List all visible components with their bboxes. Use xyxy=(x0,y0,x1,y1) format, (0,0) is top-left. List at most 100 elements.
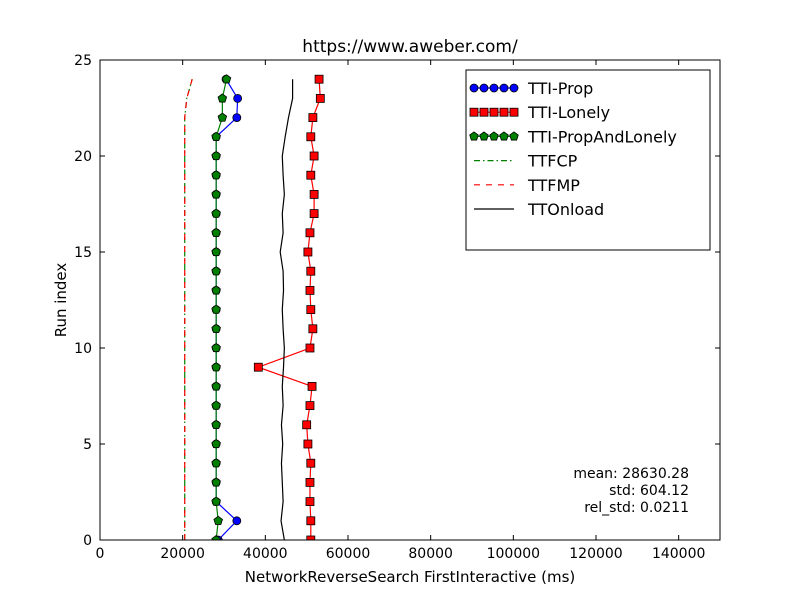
legend-marker xyxy=(499,83,509,93)
legend-marker xyxy=(489,83,499,93)
legend: TTI-Prop TTI-Lonely TTI-PropAndLonely TTFCP… xyxy=(465,69,711,251)
x-tick-label: 120000 xyxy=(569,546,622,562)
data-point-tti-propandlonely-7 xyxy=(211,400,221,410)
data-point-tti-propandlonely-20 xyxy=(211,151,221,161)
x-axis-label: NetworkReverseSearch FirstInteractive (m… xyxy=(245,568,576,586)
data-point-tti-lonely-0 xyxy=(306,535,316,540)
series-layer xyxy=(184,74,325,540)
data-point-tti-lonely-2 xyxy=(305,497,315,507)
legend-label: TTI-PropAndLonely xyxy=(527,127,677,146)
data-point-tti-propandlonely-14 xyxy=(211,266,221,276)
legend-marker xyxy=(469,131,479,141)
stats-line: std: 604.12 xyxy=(609,483,689,499)
legend-marker xyxy=(469,107,479,117)
data-point-tti-lonely-13 xyxy=(305,285,315,295)
data-point-tti-propandlonely-10 xyxy=(211,343,221,353)
legend-marker xyxy=(489,131,499,141)
data-point-tti-propandlonely-13 xyxy=(211,285,221,295)
data-point-tti-propandlonely-22 xyxy=(217,112,228,122)
data-point-tti-lonely-1 xyxy=(306,516,316,526)
legend-entry-tti-prop: TTI-Prop xyxy=(469,79,593,98)
legend-marker xyxy=(499,107,509,117)
data-point-tti-propandlonely-19 xyxy=(211,170,221,180)
data-point-tti-propandlonely-9 xyxy=(211,362,221,372)
legend-marker xyxy=(499,131,509,141)
data-point-tti-propandlonely-12 xyxy=(211,304,221,314)
series-tti-propandlonely xyxy=(211,74,232,540)
y-tick-label: 25 xyxy=(74,53,92,69)
data-point-tti-lonely-20 xyxy=(309,151,319,161)
axis-ticks: 0 20000 40000 60000 80000 100000 120000 140000 0… xyxy=(74,53,720,562)
data-point-tti-lonely-19 xyxy=(306,170,316,180)
series-ttfmp xyxy=(184,79,193,540)
data-point-tti-lonely-7 xyxy=(305,401,315,411)
data-point-tti-lonely-24 xyxy=(314,74,324,84)
x-tick-label: 40000 xyxy=(243,546,288,562)
x-tick-label: 20000 xyxy=(160,546,205,562)
data-point-tti-lonely-8 xyxy=(307,381,317,391)
data-point-tti-lonely-22 xyxy=(308,113,318,122)
y-tick-label: 20 xyxy=(74,149,92,165)
data-point-tti-propandlonely-21 xyxy=(211,131,221,141)
x-tick-label: 140000 xyxy=(652,546,705,562)
legend-marker xyxy=(509,83,519,93)
legend-entry-ttfcp: TTFCP xyxy=(474,152,578,171)
y-tick-label: 10 xyxy=(74,341,92,357)
data-point-tti-propandlonely-23 xyxy=(217,93,228,103)
data-point-tti-lonely-15 xyxy=(303,247,313,257)
data-point-tti-propandlonely-1 xyxy=(213,515,223,525)
y-axis-label: Run index xyxy=(52,263,70,338)
plot-frame xyxy=(99,59,721,541)
legend-label: TTFCP xyxy=(527,152,578,171)
x-tick-label: 60000 xyxy=(326,546,371,562)
data-point-tti-propandlonely-24 xyxy=(221,74,232,84)
legend-entry-tti-propandlonely: TTI-PropAndLonely xyxy=(469,127,677,146)
series-tti-lonely xyxy=(253,74,325,540)
legend-entry-ttfmp: TTFMP xyxy=(474,176,580,195)
data-point-tti-lonely-5 xyxy=(303,439,313,449)
data-point-tti-lonely-18 xyxy=(309,189,319,199)
stats-line: rel_std: 0.0211 xyxy=(584,500,689,516)
x-tick-label: 100000 xyxy=(487,546,540,562)
y-tick-label: 5 xyxy=(83,437,92,453)
series-line-ttfmp xyxy=(184,79,193,540)
data-point-tti-propandlonely-18 xyxy=(211,189,221,199)
data-point-tti-propandlonely-5 xyxy=(211,439,221,449)
data-point-tti-lonely-23 xyxy=(315,94,325,103)
legend-entry-ttonload: TTOnload xyxy=(474,200,604,219)
x-tick-label: 0 xyxy=(96,546,105,562)
legend-marker xyxy=(509,131,519,141)
legend-entry-tti-lonely: TTI-Lonely xyxy=(469,103,610,122)
legend-marker xyxy=(469,83,479,93)
legend-label: TTOnload xyxy=(527,200,604,219)
data-point-tti-lonely-12 xyxy=(306,305,316,315)
legend-marker xyxy=(479,83,489,93)
data-point-tti-propandlonely-2 xyxy=(211,496,221,506)
legend-label: TTFMP xyxy=(527,176,580,195)
data-point-tti-propandlonely-17 xyxy=(211,208,221,218)
y-tick-label: 0 xyxy=(83,533,92,549)
series-line-ttonload xyxy=(279,79,294,540)
data-point-tti-propandlonely-8 xyxy=(211,381,221,391)
legend-marker xyxy=(489,107,499,117)
data-point-tti-propandlonely-0 xyxy=(211,535,221,540)
chart-title: https://www.aweber.com/ xyxy=(302,37,518,57)
data-point-tti-lonely-9 xyxy=(253,362,263,372)
legend-marker xyxy=(479,131,489,141)
legend-label: TTI-Lonely xyxy=(527,103,610,122)
data-point-tti-lonely-21 xyxy=(306,132,316,142)
data-point-tti-propandlonely-15 xyxy=(211,247,221,257)
data-point-tti-prop-22 xyxy=(232,113,242,122)
data-point-tti-lonely-14 xyxy=(306,266,316,276)
legend-marker xyxy=(509,107,519,117)
data-point-tti-lonely-6 xyxy=(302,420,312,430)
data-point-tti-lonely-3 xyxy=(305,477,315,487)
legend-marker xyxy=(479,107,489,117)
data-point-tti-propandlonely-11 xyxy=(211,323,221,333)
legend-label: TTI-Prop xyxy=(527,79,593,98)
data-point-tti-propandlonely-6 xyxy=(211,419,221,429)
data-point-tti-lonely-17 xyxy=(309,209,319,219)
data-point-tti-prop-23 xyxy=(233,94,243,103)
data-point-tti-lonely-10 xyxy=(305,343,315,353)
